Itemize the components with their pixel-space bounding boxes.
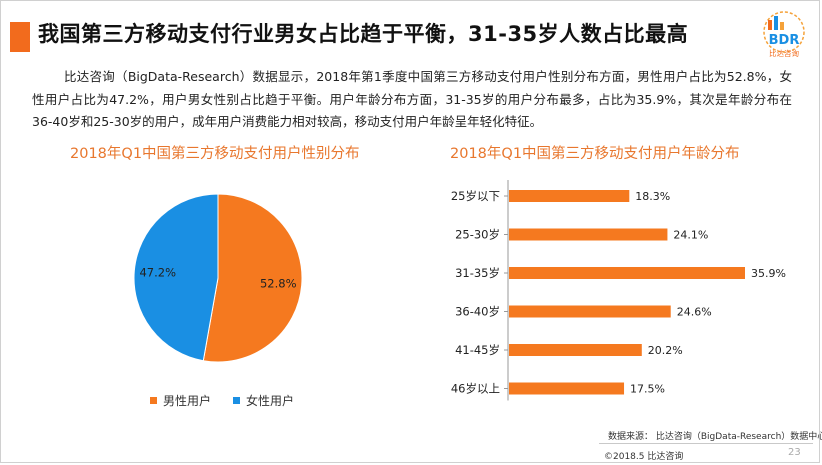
- bar: [509, 344, 642, 356]
- pie-label-female: 47.2%: [139, 266, 176, 280]
- bar: [509, 382, 625, 395]
- legend-swatch-female: [233, 397, 241, 404]
- age-bar-chart: 25岁以下 18.3% 25-30岁 24.1% 31-35岁 35.9% 36-40岁 24…: [451, 180, 786, 401]
- bar-category-label: 46岁以上: [451, 382, 500, 396]
- bar-category-label: 41-45岁: [455, 343, 500, 357]
- gender-pie-chart: 52.8% 47.2%: [133, 193, 303, 363]
- bar-category-label: 25-30岁: [455, 228, 500, 242]
- bar-value-label: 24.1%: [673, 229, 708, 242]
- bar-category-label: 25岁以下: [451, 189, 500, 203]
- legend-item-female: 女性用户: [233, 392, 294, 409]
- legend-item-male: 男性用户: [150, 392, 211, 409]
- pie-chart-title: 2018年Q1中国第三方移动支付用户性别分布: [70, 146, 360, 162]
- data-source: 数据来源： 比达咨询（BigData-Research）数据中心: [608, 432, 822, 442]
- legend-swatch-male: [150, 397, 157, 404]
- bar-value-label: 20.2%: [648, 344, 683, 357]
- bar: [509, 190, 630, 202]
- bar: [509, 305, 671, 318]
- legend-label-male: 男性用户: [163, 394, 212, 408]
- title-accent-bar: [10, 22, 30, 52]
- bar-value-label: 24.6%: [677, 306, 712, 319]
- page-title: 我国第三方移动支付行业男女占比趋于平衡，31-35岁人数占比最高: [38, 22, 689, 46]
- bar-category-label: 31-35岁: [455, 266, 500, 280]
- bar-value-label: 35.9%: [751, 267, 786, 280]
- pie-label-male: 52.8%: [260, 276, 297, 290]
- bar-category-label: 36-40岁: [455, 305, 500, 319]
- logo-subtitle: 比达咨询: [769, 48, 799, 58]
- legend-label-female: 女性用户: [246, 394, 295, 408]
- copyright: ©2018.5 比达咨询: [604, 452, 684, 462]
- bar-chart-title: 2018年Q1中国第三方移动支付用户年龄分布: [450, 146, 740, 162]
- footer-divider: [599, 443, 813, 444]
- bdr-logo: BDR 比达咨询: [754, 10, 814, 60]
- bar: [509, 228, 668, 241]
- pie-slice-male: [202, 193, 303, 363]
- logo-text: BDR: [769, 33, 800, 48]
- bdr-logo-graphic: BDR 比达咨询: [763, 11, 805, 58]
- page-number: 23: [788, 447, 801, 458]
- bar-value-label: 17.5%: [630, 383, 665, 396]
- pie-slice-female: [133, 193, 219, 362]
- pie-legend: 男性用户 女性用户: [150, 392, 294, 409]
- bar: [509, 267, 745, 279]
- intro-paragraph: 比达咨询（BigData-Research）数据显示，2018年第1季度中国第三…: [32, 69, 792, 129]
- bar-value-label: 18.3%: [635, 190, 670, 203]
